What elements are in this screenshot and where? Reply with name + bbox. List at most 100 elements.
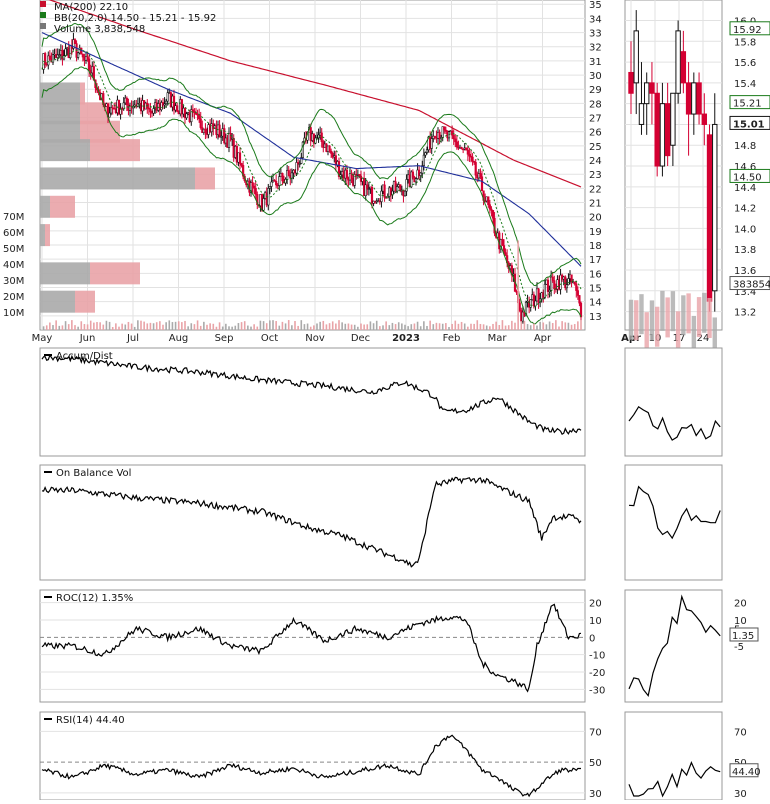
candle-body bbox=[573, 281, 576, 285]
volume-bar bbox=[86, 324, 89, 330]
indicator-label: On Balance Vol bbox=[56, 468, 131, 479]
volume-bar bbox=[105, 320, 108, 330]
volume-bar bbox=[529, 325, 532, 330]
candle-body bbox=[468, 153, 471, 157]
volume-bar bbox=[140, 320, 142, 330]
candle-body bbox=[337, 161, 341, 177]
indicator-inset-tick-label: 10 bbox=[734, 616, 747, 627]
inset-volume-bar bbox=[649, 300, 655, 341]
volume-bar bbox=[426, 325, 428, 330]
candle-body bbox=[72, 39, 75, 49]
inset-plot-frame bbox=[624, 0, 723, 331]
volume-bar bbox=[394, 324, 397, 330]
candle-body bbox=[366, 184, 369, 190]
candle-body bbox=[358, 174, 361, 177]
x-tick-label: Jun bbox=[79, 333, 96, 344]
volume-profile-up-bar bbox=[75, 290, 95, 313]
volume-bar bbox=[482, 324, 485, 330]
volume-bar bbox=[55, 320, 57, 330]
volume-bar bbox=[265, 323, 268, 330]
volume-bar bbox=[256, 326, 259, 330]
candle-body bbox=[548, 289, 551, 292]
volume-bar bbox=[580, 320, 582, 330]
volume-bar bbox=[127, 321, 130, 330]
volume-bar bbox=[573, 324, 576, 330]
indicator-marker-label: 1.35 bbox=[732, 631, 754, 642]
x-tick-label: Feb bbox=[443, 333, 461, 344]
candle-body bbox=[180, 99, 183, 115]
inset-volume-bar bbox=[660, 290, 665, 331]
volume-bar bbox=[479, 323, 482, 330]
volume-bar bbox=[416, 321, 419, 330]
volume-bar bbox=[542, 322, 545, 330]
volume-bar bbox=[316, 323, 318, 330]
volume-bar bbox=[281, 321, 284, 330]
candle-body bbox=[273, 180, 276, 182]
x-tick-label: May bbox=[32, 333, 53, 344]
legend-swatch-volume bbox=[40, 23, 46, 29]
indicator-inset-tick-label: -5 bbox=[734, 642, 744, 653]
volume-bar bbox=[561, 321, 563, 330]
volume-profile-down-bar bbox=[40, 224, 45, 247]
candle-body bbox=[268, 186, 271, 189]
y-tick-label: 21 bbox=[589, 199, 602, 210]
volume-bar bbox=[52, 325, 54, 330]
volume-bar bbox=[404, 324, 406, 330]
inset-volume-bar bbox=[634, 300, 639, 341]
volume-bar bbox=[517, 240, 519, 330]
candle-body bbox=[62, 55, 66, 60]
inset-candle-body bbox=[691, 82, 697, 115]
volume-bar bbox=[49, 322, 51, 330]
candle-body bbox=[532, 294, 535, 307]
candle-body bbox=[350, 173, 353, 179]
volume-bar bbox=[152, 323, 155, 330]
inset-y-tick-label: 13.8 bbox=[734, 245, 756, 256]
price-marker-label: 15.01 bbox=[733, 119, 765, 130]
volume-profile-down-bar bbox=[40, 290, 75, 313]
indicator-inset-line bbox=[628, 485, 721, 540]
volume-bar bbox=[115, 323, 117, 330]
volume-bar bbox=[470, 323, 472, 330]
x-tick-label: Sep bbox=[215, 333, 234, 344]
candle-body bbox=[251, 182, 254, 187]
indicator-label: ROC(12) 1.35% bbox=[56, 593, 133, 604]
y-tick-label: 16 bbox=[589, 269, 602, 280]
price-marker-label: 15.21 bbox=[733, 99, 762, 110]
indicator-y-tick-label: -30 bbox=[589, 685, 605, 696]
legend-volume: Volume 3,838,548 bbox=[54, 24, 145, 35]
candle-body bbox=[262, 198, 265, 211]
volume-bar bbox=[111, 326, 114, 330]
volume-bar bbox=[137, 320, 139, 330]
volume-bar bbox=[498, 325, 501, 330]
volume-profile-up-bar bbox=[80, 120, 120, 143]
candle-body bbox=[301, 141, 304, 158]
candle-body bbox=[537, 288, 540, 304]
bollinger-lower-line bbox=[41, 66, 582, 325]
volume-bar bbox=[309, 326, 312, 330]
candle-body bbox=[132, 105, 135, 109]
volume-axis-label: 30M bbox=[3, 276, 24, 287]
price-marker-label: 15.92 bbox=[733, 25, 762, 36]
inset-y-tick-label: 15.4 bbox=[734, 79, 756, 90]
candle-body bbox=[166, 92, 169, 102]
volume-bar bbox=[441, 323, 444, 330]
candle-body bbox=[287, 170, 290, 176]
y-tick-label: 24 bbox=[589, 156, 602, 167]
candle-body bbox=[77, 52, 80, 58]
candle-body bbox=[254, 187, 257, 195]
indicator-y-tick-label: -10 bbox=[589, 651, 605, 662]
volume-bar bbox=[501, 320, 504, 330]
y-tick-label: 23 bbox=[589, 170, 602, 181]
indicator-label: RSI(14) 44.40 bbox=[56, 715, 125, 726]
y-tick-label: 18 bbox=[589, 241, 602, 252]
inset-volume-bar bbox=[707, 297, 712, 338]
ma50-line bbox=[41, 32, 582, 267]
candle-body bbox=[242, 165, 245, 177]
inset-candle-body bbox=[649, 82, 655, 94]
candle-body bbox=[48, 55, 51, 60]
volume-bar bbox=[206, 324, 208, 330]
volume-bar bbox=[344, 323, 347, 330]
candle-body bbox=[564, 276, 567, 289]
